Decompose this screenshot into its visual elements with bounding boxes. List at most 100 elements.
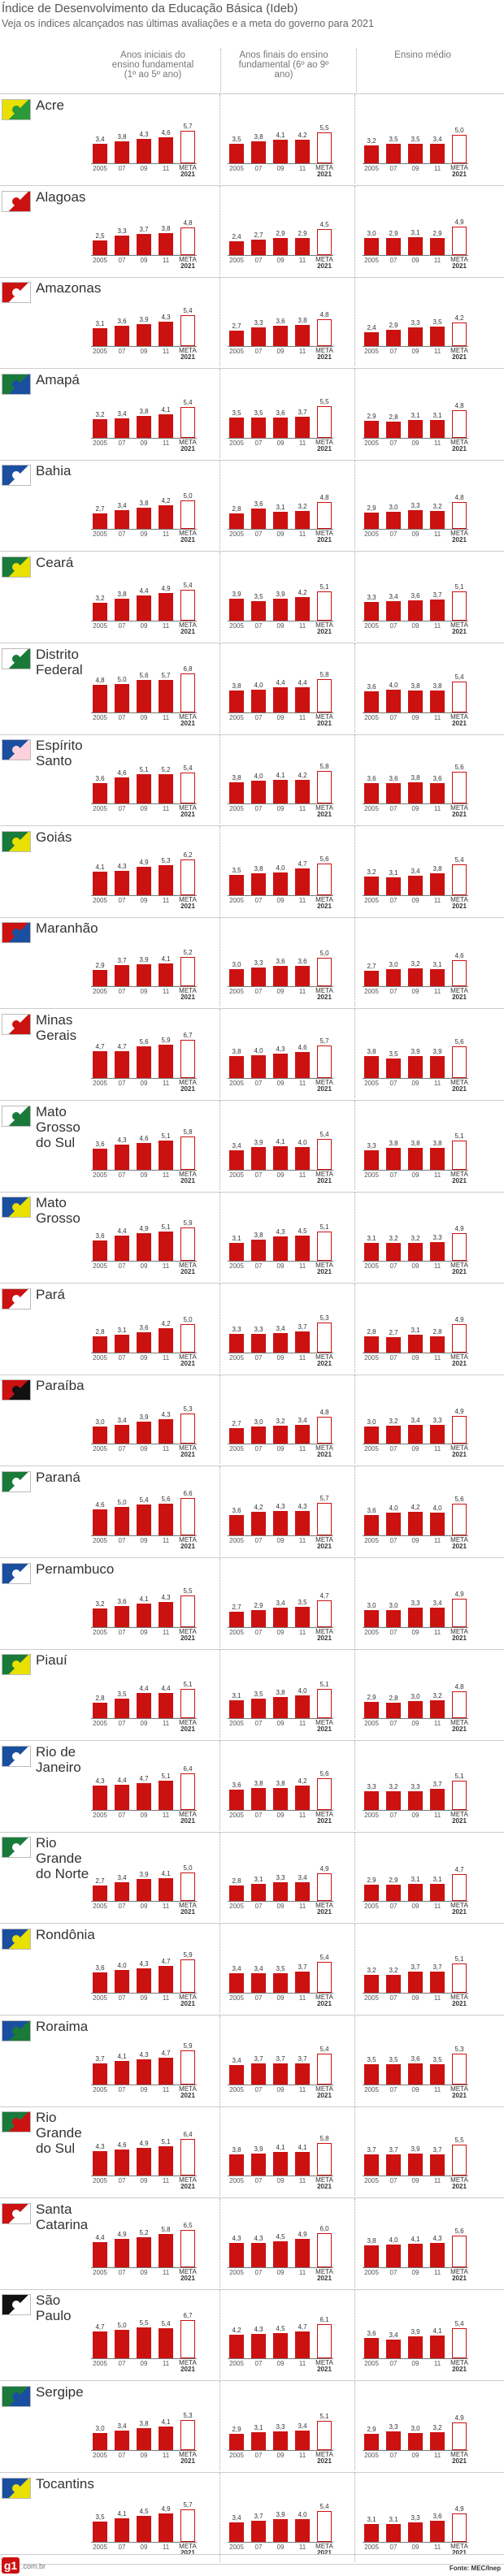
- bar-value-label: 5,8: [183, 1128, 193, 1136]
- year-tick-label: 07: [118, 165, 126, 172]
- year-tick-label: 2005: [229, 1445, 244, 1453]
- bar-anos-iniciais: [115, 418, 129, 438]
- year-tick-label: 11: [162, 256, 170, 264]
- meta-tick-label: META 2021: [447, 622, 471, 635]
- year-tick-label: 2005: [93, 1903, 107, 1911]
- bar-value-label: 3,0: [95, 2425, 105, 2432]
- bar-value-label: 4,3: [95, 1777, 105, 1785]
- year-tick-label: 09: [140, 805, 148, 813]
- year-tick-label: 09: [140, 896, 148, 904]
- bar-value-label: 3,7: [117, 957, 127, 965]
- bar-value-label: 3,9: [254, 1139, 263, 1147]
- meta-year: 2021: [452, 1543, 467, 1550]
- bar-anos-iniciais: [137, 138, 151, 163]
- goal-bar-anos-finais: [317, 1962, 332, 1993]
- goal-bar-ensino-medio: [452, 864, 467, 895]
- bar-value-label: 3,9: [232, 590, 241, 598]
- year-tick-label: 11: [162, 896, 170, 904]
- year-tick-label: 2005: [93, 1994, 107, 2002]
- bar-value-label: 3,9: [276, 590, 285, 598]
- bar-anos-iniciais: [115, 2518, 129, 2542]
- bar-value-label: 2,9: [232, 2425, 241, 2433]
- year-tick-label: 07: [118, 2360, 126, 2368]
- goal-bar-ensino-medio: [452, 2054, 467, 2085]
- bar-value-label: 2,9: [432, 230, 442, 238]
- meta-year: 2021: [452, 2091, 467, 2099]
- meta-label: META: [450, 987, 468, 995]
- chart-baseline: [228, 529, 333, 530]
- meta-tick-label: META 2021: [176, 439, 200, 452]
- bar-anos-finais: [295, 1146, 310, 1170]
- year-tick-label: 07: [118, 1811, 126, 1819]
- bar-ensino-medio: [408, 781, 423, 804]
- year-tick-label: 2005: [364, 2177, 379, 2185]
- bar-anos-iniciais: [93, 2331, 107, 2359]
- g1-logo[interactable]: g1: [2, 2557, 20, 2574]
- bar-anos-iniciais: [159, 1140, 173, 1170]
- state-flag-icon: [2, 1197, 31, 1219]
- year-tick-label: 07: [118, 1353, 126, 1362]
- year-tick-label: 09: [411, 1080, 419, 1087]
- bar-ensino-medio: [386, 1791, 401, 1810]
- bar-value-label: 3,8: [232, 682, 241, 690]
- bar-anos-iniciais: [159, 2427, 173, 2450]
- year-tick-label: 11: [162, 1080, 170, 1087]
- panel-divider: [354, 1009, 355, 1098]
- year-tick-label: 2005: [229, 2268, 244, 2276]
- bar-value-label: 5,0: [319, 950, 329, 958]
- meta-year: 2021: [452, 902, 467, 910]
- year-tick-label: 11: [298, 1080, 306, 1087]
- goal-bar-anos-finais: [317, 2323, 332, 2359]
- meta-label: META: [450, 1994, 468, 2001]
- bar-value-label: 4,1: [276, 1137, 285, 1145]
- state-flag-icon: [2, 556, 31, 578]
- state-name: Piauí: [36, 1652, 67, 1669]
- year-tick-label: 07: [118, 1445, 126, 1453]
- chart-baseline: [228, 1901, 333, 1903]
- bar-ensino-medio: [430, 2064, 445, 2085]
- year-tick-label: 2005: [93, 530, 107, 539]
- state-flag-icon: [2, 1562, 31, 1584]
- year-tick-label: 09: [140, 165, 148, 172]
- year-tick-label: 09: [276, 1720, 285, 1728]
- year-tick-label: 2005: [364, 1262, 379, 1271]
- state-name: Alagoas: [36, 188, 86, 205]
- bar-ensino-medio: [408, 1790, 423, 1810]
- goal-bar-anos-finais: [317, 132, 332, 163]
- flag-emblem-icon: [12, 2118, 20, 2127]
- bar-value-label: 4,7: [298, 859, 307, 868]
- bar-value-label: 6,0: [319, 2224, 329, 2232]
- bar-value-label: 3,9: [432, 1047, 442, 1055]
- flag-emblem-icon: [12, 654, 20, 663]
- bar-anos-finais: [229, 2154, 244, 2176]
- meta-year: 2021: [452, 353, 467, 362]
- year-tick-label: 09: [276, 1903, 285, 1911]
- meta-year: 2021: [317, 2548, 332, 2557]
- year-tick-label: 09: [276, 1537, 285, 1544]
- bar-anos-finais: [229, 2433, 244, 2450]
- meta-year: 2021: [317, 2274, 332, 2282]
- year-tick-label: 2005: [364, 165, 379, 172]
- bar-value-label: 4,6: [161, 128, 171, 136]
- chart-baseline: [228, 2541, 333, 2543]
- year-tick-label: 09: [276, 256, 285, 264]
- year-tick-label: 11: [162, 805, 170, 813]
- year-tick-label: 09: [140, 1628, 148, 1636]
- bar-anos-finais: [229, 143, 244, 163]
- bar-ensino-medio: [430, 1336, 445, 1353]
- bar-anos-finais: [229, 969, 244, 987]
- year-tick-label: 2005: [229, 348, 244, 356]
- column-divider: [220, 49, 221, 94]
- year-tick-label: 09: [411, 2177, 419, 2185]
- year-tick-label: 11: [162, 988, 170, 996]
- year-tick-label: 11: [162, 530, 170, 539]
- chart-baseline: [91, 163, 197, 164]
- bar-ensino-medio: [364, 145, 379, 163]
- goal-bar-anos-finais: [317, 770, 332, 804]
- bar-anos-iniciais: [137, 2147, 151, 2176]
- chart-baseline: [228, 2358, 333, 2360]
- bar-anos-iniciais: [93, 2063, 107, 2085]
- bar-value-label: 3,2: [411, 1234, 420, 1242]
- bar-value-label: 2,8: [232, 504, 241, 513]
- panel-divider: [354, 1557, 355, 1647]
